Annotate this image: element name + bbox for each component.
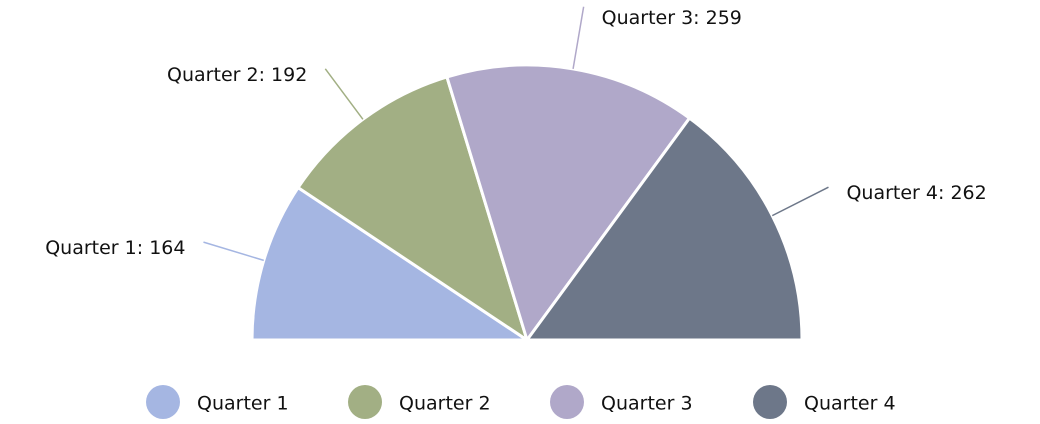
legend-label: Quarter 3 xyxy=(601,393,693,415)
label-value: 164 xyxy=(149,237,185,259)
label-separator: : xyxy=(259,63,271,85)
label-category: Quarter 1 xyxy=(45,237,137,259)
legend-label: Quarter 2 xyxy=(399,393,491,415)
legend-label: Quarter 4 xyxy=(804,393,896,415)
legend-swatch xyxy=(146,385,180,419)
label-category: Quarter 2 xyxy=(167,63,259,85)
legend-swatch xyxy=(753,385,787,419)
label-category: Quarter 4 xyxy=(846,182,938,204)
label-value: 262 xyxy=(950,182,986,204)
legend-swatch xyxy=(348,385,382,419)
legend-swatch xyxy=(550,385,584,419)
data-label: Quarter 2: 192 xyxy=(167,63,307,85)
label-separator: : xyxy=(137,237,149,259)
slice xyxy=(524,116,804,342)
slice xyxy=(250,185,532,342)
leader-line xyxy=(203,241,264,262)
data-label: Quarter 1: 164 xyxy=(45,237,185,259)
label-value: 259 xyxy=(706,7,742,29)
label-category: Quarter 3 xyxy=(602,7,694,29)
data-label: Quarter 4: 262 xyxy=(846,182,986,204)
leader-line xyxy=(572,6,585,70)
leader-line xyxy=(771,186,829,217)
label-value: 192 xyxy=(271,63,307,85)
data-label: Quarter 3: 259 xyxy=(602,7,742,29)
leader-line xyxy=(324,68,364,120)
legend-label: Quarter 1 xyxy=(197,393,289,415)
slice xyxy=(445,63,692,344)
slice xyxy=(296,75,530,344)
label-separator: : xyxy=(938,182,950,204)
label-separator: : xyxy=(693,7,705,29)
